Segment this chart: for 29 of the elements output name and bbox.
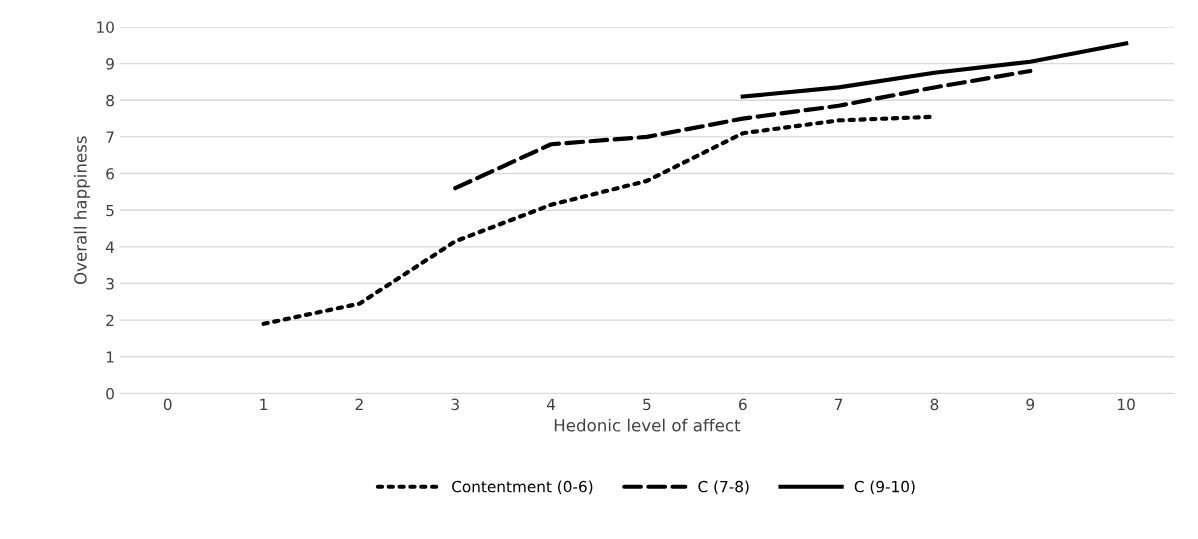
x-tick-label: 7 [834, 398, 843, 410]
x-tick-label: 1 [260, 398, 268, 410]
legend-label: C (7-8) [698, 480, 749, 495]
x-tick-label: 3 [451, 398, 459, 411]
y-tick-label: 10 [97, 21, 114, 33]
y-tick-label: 0 [106, 387, 114, 400]
x-tick-label: 4 [546, 398, 556, 410]
y-tick-label: 8 [106, 94, 114, 107]
y-tick-label: 3 [106, 277, 114, 290]
x-tick-label: 8 [930, 398, 939, 411]
y-axis-title: Overall happiness [73, 136, 90, 285]
y-tick-label: 1 [106, 351, 114, 363]
y-tick-label: 9 [106, 58, 114, 70]
x-tick-label: 2 [355, 398, 363, 410]
legend-label: C (9-10) [854, 480, 915, 495]
x-tick-label: 0 [163, 398, 172, 411]
x-axis-title: Hedonic level of affect [554, 418, 741, 432]
y-tick-label: 7 [106, 131, 114, 143]
y-tick-label: 5 [106, 204, 114, 217]
y-tick-label: 6 [106, 168, 114, 180]
y-tick-label: 2 [106, 314, 114, 326]
x-tick-label: 10 [1118, 398, 1135, 411]
line-series [453, 68, 1033, 191]
legend-label: Contentment (0-6) [452, 480, 593, 495]
y-tick-label: 4 [105, 241, 115, 253]
line-series [740, 41, 1129, 99]
x-tick-label: 6 [738, 398, 747, 411]
x-tick-label: 9 [1026, 398, 1035, 411]
x-tick-label: 5 [643, 398, 651, 411]
